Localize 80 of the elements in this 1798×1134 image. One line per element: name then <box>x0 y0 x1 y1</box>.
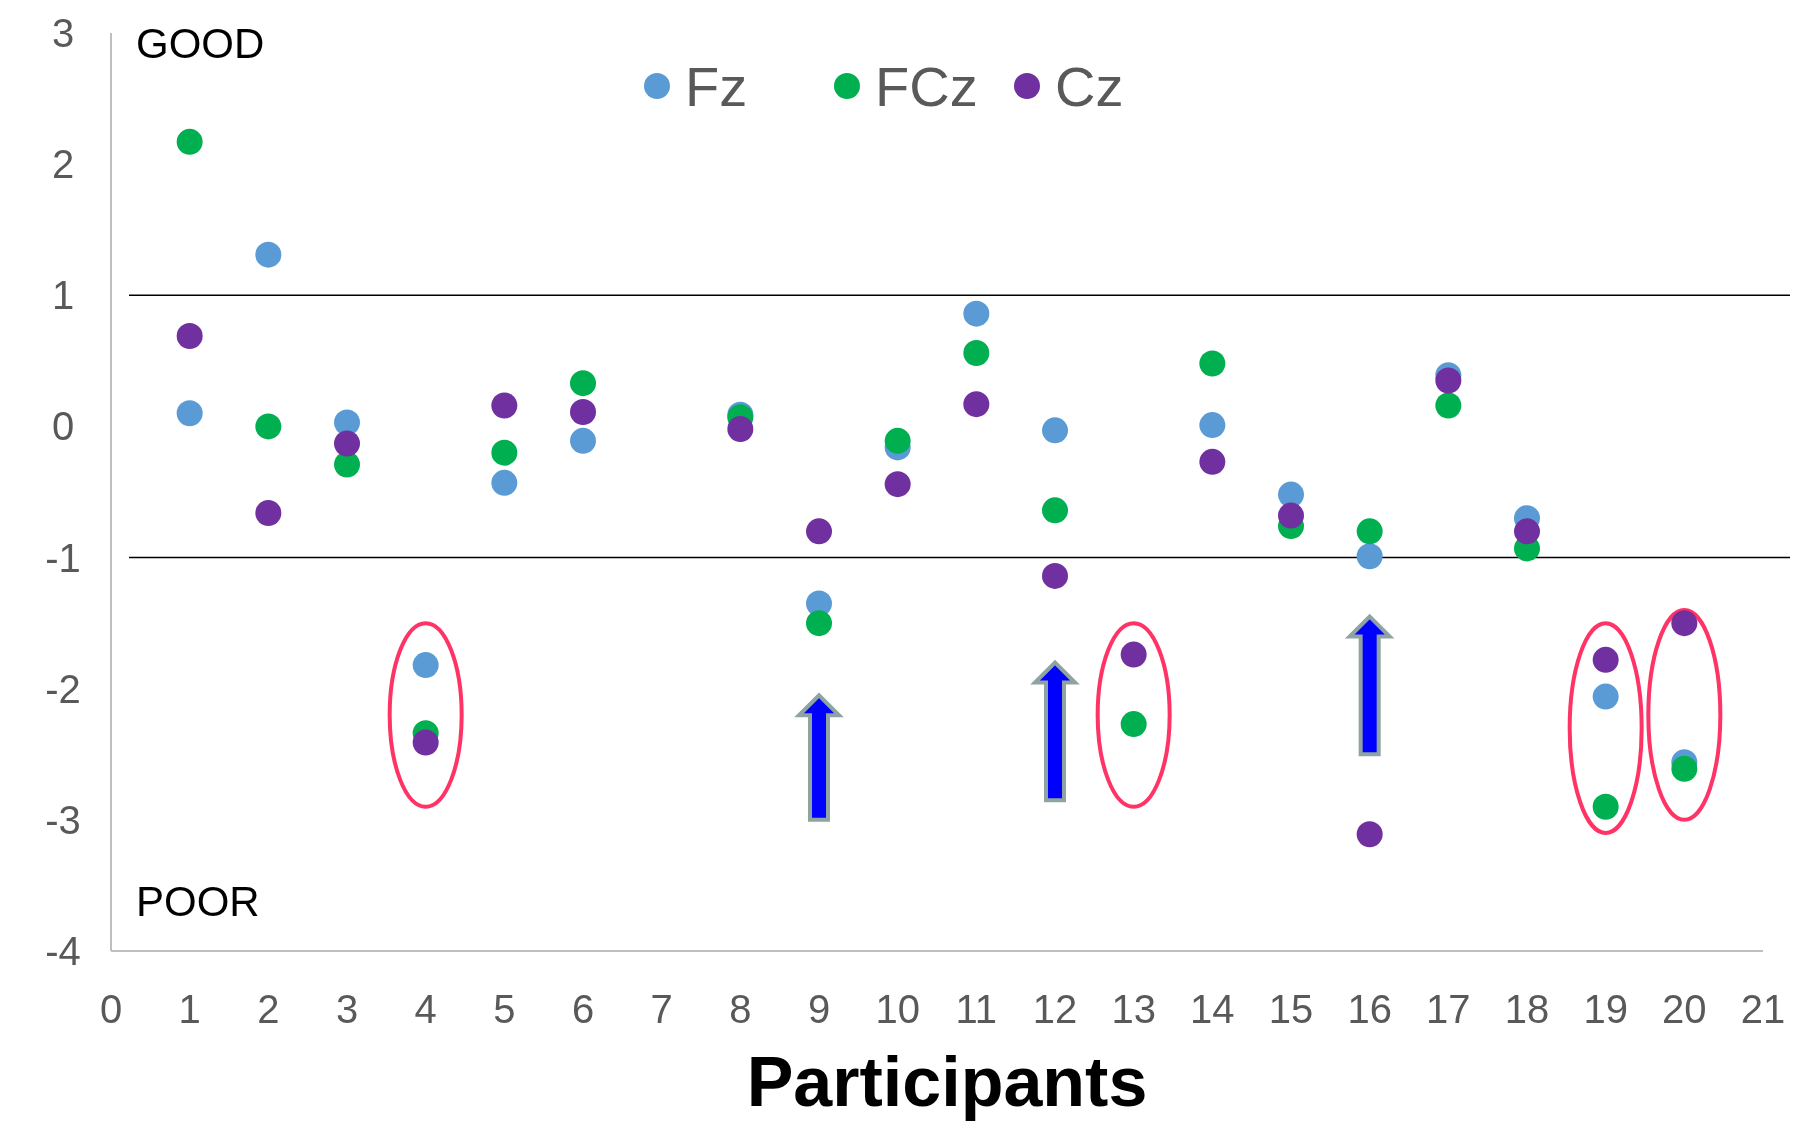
point <box>176 400 203 427</box>
point <box>1120 641 1147 668</box>
x-tick-label: 16 <box>1347 987 1392 1031</box>
y-tick-label: -4 <box>45 929 81 973</box>
point <box>963 339 990 366</box>
point <box>1199 448 1226 475</box>
point <box>1435 392 1462 419</box>
x-tick-label: 20 <box>1662 987 1707 1031</box>
x-tick-label: 19 <box>1583 987 1628 1031</box>
x-tick-label: 5 <box>493 987 516 1031</box>
y-tick-label: 0 <box>51 404 75 449</box>
x-tick-label: 7 <box>650 987 673 1031</box>
point <box>1356 821 1383 848</box>
point <box>1199 350 1226 377</box>
point <box>255 499 282 526</box>
point <box>1042 417 1068 444</box>
x-tick-label: 3 <box>335 987 359 1031</box>
point <box>1592 793 1619 820</box>
point <box>1356 543 1383 570</box>
point <box>412 652 439 679</box>
x-tick-label: 6 <box>571 987 595 1031</box>
point <box>1042 497 1068 524</box>
point <box>334 409 360 436</box>
point <box>176 128 203 155</box>
x-tick-label: 12 <box>1032 987 1078 1031</box>
y-tick-label: 3 <box>51 11 75 55</box>
point <box>1042 562 1068 589</box>
x-tick-label: 8 <box>729 987 752 1031</box>
point <box>491 392 518 419</box>
point <box>963 391 990 418</box>
y-tick-label: -2 <box>45 666 81 711</box>
point <box>806 518 832 545</box>
point <box>176 322 203 349</box>
point <box>1278 502 1304 529</box>
point <box>806 610 832 637</box>
x-tick-label: 2 <box>257 987 280 1031</box>
x-tick-label: 9 <box>807 987 831 1031</box>
point <box>963 300 990 327</box>
x-tick-label: 14 <box>1190 987 1235 1031</box>
point <box>727 416 754 443</box>
point <box>1592 683 1619 710</box>
x-tick-label: 18 <box>1504 987 1550 1031</box>
point <box>255 413 282 440</box>
y-tick-label: -1 <box>45 535 81 580</box>
annotation: POOR <box>136 878 260 925</box>
point <box>1592 646 1619 673</box>
y-tick-label: 2 <box>51 142 75 187</box>
x-tick-label: 13 <box>1111 987 1156 1031</box>
point <box>1199 412 1226 439</box>
point <box>255 241 282 268</box>
point <box>570 399 596 425</box>
legend-label: Cz <box>1055 54 1124 118</box>
x-tick-label: 15 <box>1268 987 1314 1031</box>
x-tick-label: 0 <box>99 987 123 1031</box>
point <box>1435 367 1462 394</box>
y-tick-label: -3 <box>45 797 81 842</box>
point <box>570 370 596 397</box>
point <box>570 427 596 454</box>
point <box>491 469 518 496</box>
point <box>1671 610 1698 637</box>
x-tick-label: 11 <box>955 987 998 1031</box>
point <box>1514 518 1540 545</box>
point <box>1671 755 1698 782</box>
x-axis-title: Participants <box>746 1043 1148 1121</box>
point <box>1120 711 1147 738</box>
x-tick-label: 21 <box>1740 987 1786 1031</box>
legend-label: Fz <box>685 54 748 118</box>
point <box>884 471 911 498</box>
x-tick-label: 4 <box>414 987 437 1031</box>
point <box>1356 518 1383 545</box>
point <box>334 430 360 457</box>
y-tick-label: 1 <box>51 273 75 318</box>
legend-label: FCz <box>875 54 978 118</box>
x-tick-label: 10 <box>875 987 920 1031</box>
point <box>491 439 518 466</box>
x-tick-label: 17 <box>1426 987 1471 1031</box>
x-tick-label: 1 <box>178 987 201 1031</box>
annotation: GOOD <box>136 20 265 67</box>
point <box>884 427 911 454</box>
point <box>412 729 439 756</box>
